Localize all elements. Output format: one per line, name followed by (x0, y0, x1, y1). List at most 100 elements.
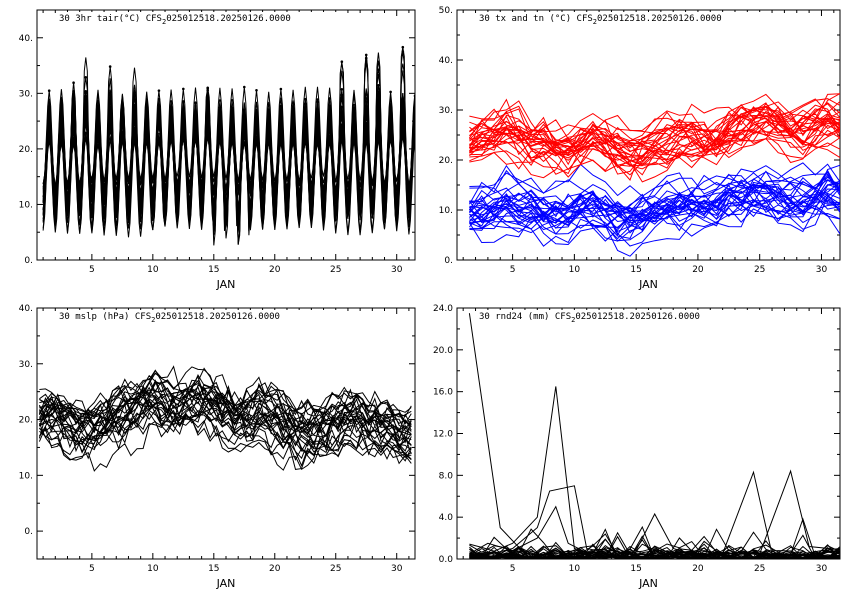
tn-member-line (469, 176, 840, 246)
title-subscript: 2 (593, 18, 597, 26)
chart-tx-tn: 5 10 15 20 25 30 0. 10. 20. 30. 40. 50. JAN 30 tx and… (439, 6, 841, 291)
tn-member-line (469, 183, 840, 230)
tx-member-line (469, 103, 840, 156)
tair-marker (352, 123, 356, 126)
tair-marker (218, 116, 222, 120)
y-tick-label: 40. (19, 304, 33, 314)
tair-marker (328, 113, 331, 117)
tn-member-line (469, 179, 840, 229)
tx-member-line (469, 106, 840, 154)
x-tick-label: 5 (89, 564, 95, 574)
tn-member-line (469, 162, 840, 203)
y-tick-label: 20. (19, 416, 33, 426)
title-mid: ) CFS (135, 14, 162, 24)
y-tick-label: 12.0 (433, 430, 453, 440)
title-prefix: 30 mslp (hPa) CFS (59, 312, 151, 322)
tx-member-line (469, 117, 840, 163)
tair-marker (279, 113, 283, 116)
tair-marker (389, 90, 392, 94)
y-tick-label: 50. (439, 6, 453, 16)
tair-marker (303, 135, 307, 139)
tair-marker (364, 115, 368, 118)
plot-frame (36, 307, 416, 560)
tx-member-line (469, 110, 840, 175)
title-background (477, 310, 763, 322)
mslp-member-line (38, 366, 412, 431)
tair-marker (377, 92, 380, 96)
x-tick-label: 5 (89, 265, 95, 275)
title-subscript: 2 (162, 18, 166, 26)
x-tick-label: 25 (330, 265, 341, 275)
tair-marker (279, 110, 283, 114)
tn-member-line (469, 180, 840, 223)
rnd24-member-line (469, 528, 840, 559)
x-tick-label: 30 (816, 265, 828, 275)
tair-marker (364, 56, 368, 60)
tair-marker (242, 85, 246, 89)
tair-marker (255, 115, 258, 119)
x-tick-label: 20 (692, 265, 704, 275)
tair-marker (157, 103, 161, 107)
tair-marker (291, 101, 295, 105)
tair-marker (389, 118, 392, 122)
tair-marker (145, 109, 149, 112)
title-unit: °C (555, 14, 566, 24)
tair-marker (182, 87, 185, 91)
series-group (38, 365, 412, 472)
mslp-member-line (38, 381, 412, 438)
tair-marker (182, 108, 185, 112)
tair-marker (316, 98, 319, 101)
tair-marker (352, 135, 356, 138)
series-group (468, 93, 840, 257)
tair-marker (303, 97, 307, 101)
rnd24-member-line (469, 545, 840, 559)
x-tick-label: 10 (569, 564, 581, 574)
tair-marker (413, 94, 415, 98)
tair-marker (377, 83, 380, 87)
x-tick-label: 30 (391, 564, 403, 574)
x-tick-label: 5 (510, 265, 516, 275)
tx-member-line (469, 116, 840, 172)
tair-marker (303, 112, 307, 116)
tair-marker (267, 111, 270, 114)
tair-marker (242, 141, 246, 144)
rnd24-member-line (469, 469, 840, 556)
tn-member-line (469, 194, 840, 235)
title-prefix: 30 rnd24 (mm) CFS (479, 312, 571, 322)
y-tick-label: 10. (19, 200, 33, 210)
y-tick-label: 0. (24, 527, 33, 537)
tair-marker (206, 87, 210, 90)
title-postfix: 025012518.20250126.0000 (166, 14, 291, 24)
y-tick-label: 20. (19, 145, 33, 155)
tair-marker (401, 135, 405, 138)
chart-mslp: 5 10 15 20 25 30 0. 10. 20. 30. 40. JAN 30 mslp (hPa… (19, 304, 416, 590)
tair-marker (340, 88, 344, 91)
mslp-member-line (38, 379, 412, 445)
mslp-member-line (38, 411, 412, 472)
tair-marker (303, 102, 307, 105)
x-tick-label: 10 (147, 564, 159, 574)
tx-member-line (469, 93, 840, 146)
chart-title: 30 tx and tn (°C) CFS2025012518.20250126… (479, 14, 722, 26)
x-tick-label: 25 (754, 564, 765, 574)
mslp-member-line (39, 408, 412, 465)
tx-member-line (469, 115, 840, 170)
tair-marker (60, 119, 63, 123)
x-tick-label: 15 (208, 564, 219, 574)
series-group (468, 313, 840, 559)
title-background (477, 12, 763, 24)
title-mid: ) CFS (566, 14, 593, 24)
x-tick-label: 20 (269, 265, 281, 275)
rnd24-member-line (468, 313, 840, 559)
tair-marker (121, 110, 124, 113)
title-subscript: 2 (571, 316, 575, 324)
x-tick-label: 20 (692, 564, 704, 574)
x-tick-label: 10 (569, 265, 581, 275)
tx-member-line (469, 108, 840, 158)
tair-marker (72, 89, 75, 93)
tair-marker (401, 45, 405, 49)
mslp-member-line (39, 384, 412, 434)
tair-marker (340, 60, 344, 64)
x-tick-label: 15 (630, 265, 641, 275)
